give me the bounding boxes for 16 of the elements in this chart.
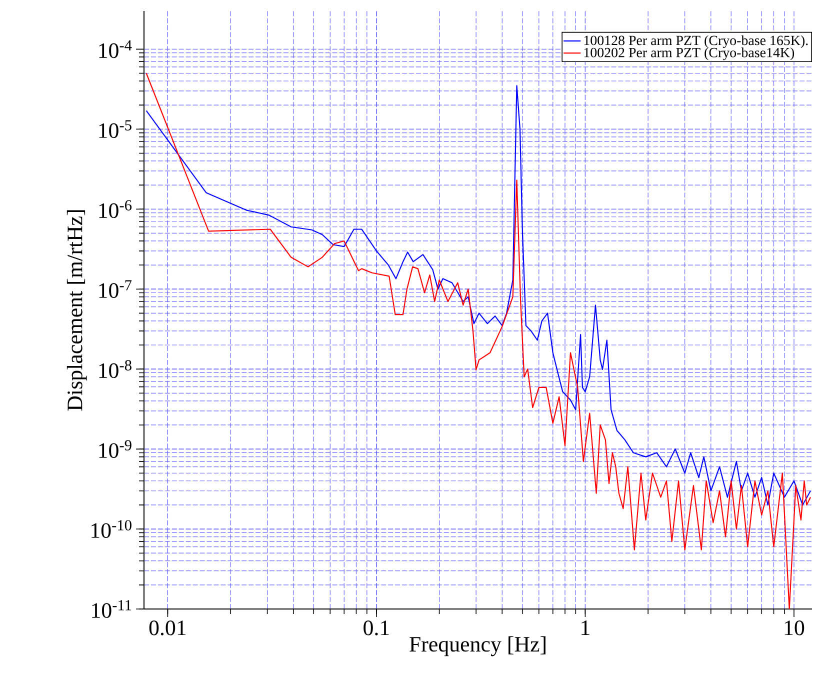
y-tick-label: 10$^{-5}$ — [99, 120, 132, 138]
legend-label: 100202 Per arm PZT (Cryo-base14K) — [584, 47, 794, 60]
x-axis-title: Frequency [Hz] — [410, 636, 546, 656]
y-tick-label: 10$^{-8}$ — [99, 360, 132, 378]
x-tick-label: 10 — [784, 620, 804, 636]
legend-label: 100128 Per arm PZT (Cryo-base 165K). — [584, 35, 808, 48]
y-tick-label: 10$^{-6}$ — [99, 200, 132, 218]
y-tick-label: 10$^{-11}$ — [92, 600, 132, 618]
y-tick-label: 10$^{-9}$ — [99, 440, 132, 458]
x-tick-label: 1 — [582, 620, 590, 635]
x-tick-label: 0.01 — [149, 620, 186, 636]
y-tick-label: 10$^{-7}$ — [99, 280, 132, 298]
y-tick-label: 10$^{-10}$ — [92, 520, 132, 538]
y-tick-label: 10$^{-4}$ — [99, 40, 132, 58]
x-tick-label: 0.1 — [364, 620, 389, 636]
y-axis-title: Displacement [m/rtHz] — [66, 210, 87, 411]
